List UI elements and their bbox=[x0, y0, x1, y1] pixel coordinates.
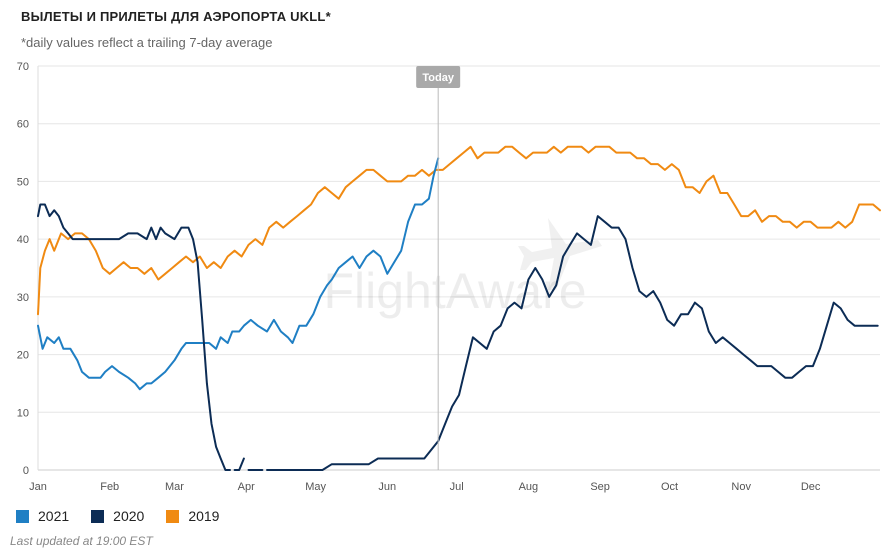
y-tick-label: 0 bbox=[23, 465, 29, 477]
x-tick-label: Jan bbox=[29, 481, 47, 493]
legend-item-2020[interactable]: 2020 bbox=[91, 508, 144, 524]
x-tick-label: Oct bbox=[661, 481, 678, 493]
y-tick-label: 30 bbox=[17, 292, 29, 304]
x-tick-label: Jun bbox=[378, 481, 396, 493]
legend: 2021 2020 2019 bbox=[16, 508, 241, 524]
legend-swatch-2020 bbox=[91, 509, 105, 523]
x-tick-label: Sep bbox=[590, 481, 610, 493]
x-tick-label: May bbox=[305, 481, 326, 493]
series-line-2019 bbox=[37, 145, 881, 316]
today-badge bbox=[416, 66, 461, 88]
x-tick-label: Aug bbox=[519, 481, 539, 493]
x-tick-label: Mar bbox=[165, 481, 184, 493]
airplane-watermark-icon bbox=[518, 218, 602, 290]
y-tick-label: 70 bbox=[17, 61, 29, 73]
x-tick-label: Apr bbox=[238, 481, 255, 493]
x-tick-label: Dec bbox=[801, 481, 821, 493]
chart-title: ВЫЛЕТЫ И ПРИЛЕТЫ ДЛЯ АЭРОПОРТА UKLL* bbox=[21, 9, 331, 24]
y-tick-label: 20 bbox=[17, 350, 29, 362]
today-label: Today bbox=[422, 72, 454, 84]
flightaware-watermark: FlightAware bbox=[323, 263, 586, 319]
last-updated-text: Last updated at 19:00 EST bbox=[10, 534, 153, 548]
legend-swatch-2019 bbox=[166, 509, 180, 523]
legend-item-2021[interactable]: 2021 bbox=[16, 508, 69, 524]
y-tick-label: 40 bbox=[17, 234, 29, 246]
line-chart: 0 10 20 30 40 50 60 70 Jan Feb Mar Apr May Jun Jul Aug… bbox=[17, 61, 881, 493]
legend-label-2020: 2020 bbox=[113, 508, 145, 524]
x-tick-label: Jul bbox=[450, 481, 464, 493]
series-line-2020 bbox=[37, 203, 879, 471]
legend-item-2019[interactable]: 2019 bbox=[166, 508, 219, 524]
x-tick-label: Nov bbox=[731, 481, 751, 493]
y-tick-label: 10 bbox=[17, 407, 29, 419]
legend-label-2021: 2021 bbox=[38, 508, 70, 524]
legend-swatch-2021 bbox=[16, 509, 29, 523]
series-line-2021 bbox=[37, 157, 440, 391]
chart-subtitle: *daily values reflect a trailing 7-day a… bbox=[21, 35, 273, 50]
x-tick-label: Feb bbox=[100, 481, 119, 493]
y-tick-label: 60 bbox=[17, 119, 29, 131]
y-tick-label: 50 bbox=[17, 176, 29, 188]
legend-label-2019: 2019 bbox=[188, 508, 220, 524]
